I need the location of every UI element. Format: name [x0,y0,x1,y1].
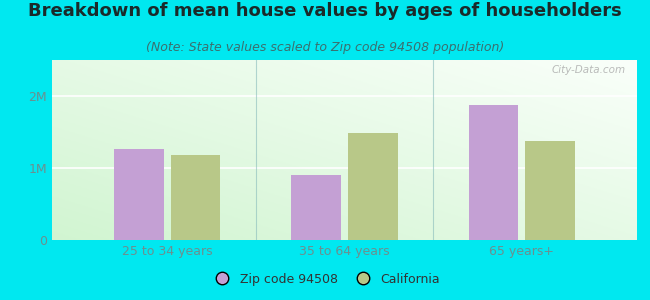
Bar [291,175,341,240]
Bar [469,105,518,240]
Bar [171,155,220,240]
Text: Breakdown of mean house values by ages of householders: Breakdown of mean house values by ages o… [28,2,622,20]
Bar [525,141,575,240]
Text: City-Data.com: City-Data.com [551,65,625,75]
Legend: Zip code 94508, California: Zip code 94508, California [205,268,445,291]
Text: (Note: State values scaled to Zip code 94508 population): (Note: State values scaled to Zip code 9… [146,40,504,53]
Bar [348,134,398,240]
Bar [114,148,164,240]
